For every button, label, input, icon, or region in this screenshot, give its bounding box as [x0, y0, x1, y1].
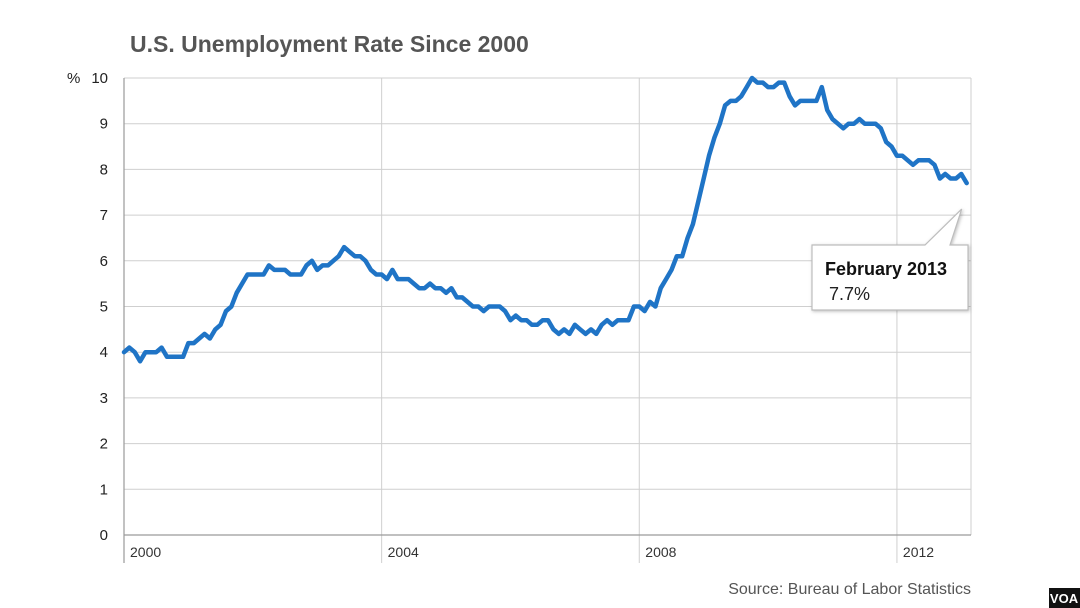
callout-label: February 2013: [825, 259, 947, 279]
x-tick-label: 2012: [903, 544, 934, 560]
y-tick-label: 8: [100, 161, 108, 178]
y-tick-label: 9: [100, 116, 108, 133]
voa-logo-text: VOA: [1050, 591, 1079, 606]
annotation-callout: February 2013 7.7%: [811, 208, 969, 311]
x-tick-label: 2008: [645, 544, 676, 560]
axes: [123, 78, 971, 563]
chart-title: U.S. Unemployment Rate Since 2000: [130, 31, 529, 57]
x-tick-label: 2000: [130, 544, 161, 560]
y-unit-label: %: [67, 70, 80, 87]
source-note: Source: Bureau of Labor Statistics: [728, 581, 971, 598]
y-tick-label: 3: [100, 390, 108, 407]
y-tick-label: 10: [91, 70, 108, 87]
voa-logo: VOA: [1049, 588, 1080, 608]
x-axis-ticks: 2000 2004 2008 2012: [130, 544, 934, 560]
y-tick-label: 4: [100, 344, 108, 361]
series-layer: [121, 75, 969, 364]
callout-value: 7.7%: [829, 284, 870, 304]
x-tick-label: 2004: [388, 544, 419, 560]
voa-logo-bg: [1049, 588, 1080, 608]
y-tick-label: 1: [100, 481, 108, 498]
y-axis-ticks: 0 1 2 3 4 5 6 7 8 9 10%: [67, 70, 108, 544]
series-line: [121, 75, 969, 364]
y-tick-label: 5: [100, 299, 108, 316]
callout-box: [811, 208, 969, 311]
y-tick-label: 0: [100, 527, 108, 544]
y-tick-label: 6: [100, 253, 108, 270]
y-tick-label: 2: [100, 436, 108, 453]
y-tick-label: 7: [100, 207, 108, 224]
